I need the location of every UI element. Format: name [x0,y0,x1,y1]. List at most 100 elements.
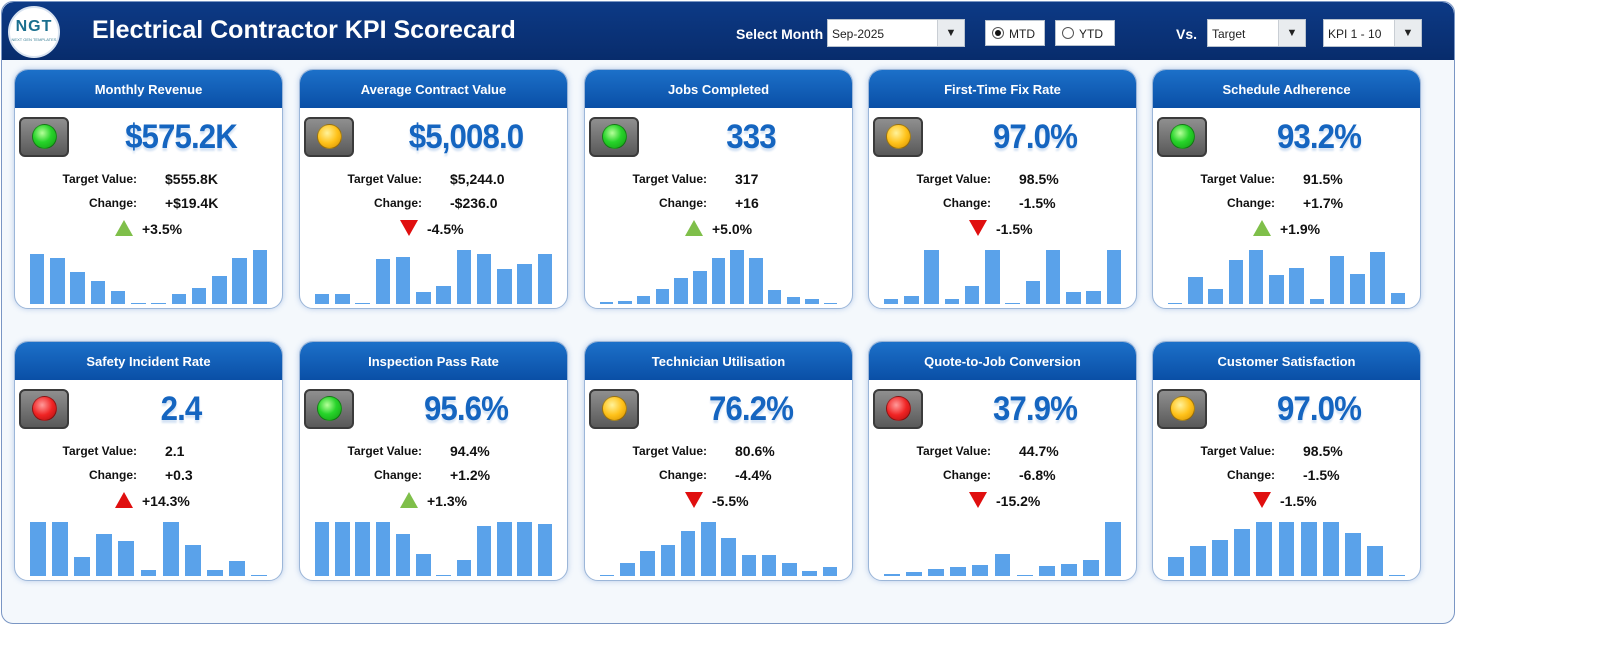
trend-bar [730,250,744,304]
trend-bar [1060,563,1077,576]
trend-bar [741,555,757,576]
up-arrow-icon [685,220,703,236]
trend-bar [456,250,472,304]
trend-bar [436,574,451,576]
chevron-down-icon[interactable]: ▼ [1278,20,1305,46]
down-arrow-icon [400,220,418,236]
kpi-range-dropdown[interactable]: KPI 1 - 10 ▼ [1323,19,1422,47]
trend-bar [1344,532,1361,576]
change-percent: +5.0% [712,221,753,237]
trend-bar [395,533,411,576]
ytd-radio[interactable]: YTD [1055,20,1115,46]
change-value: -1.5% [1303,467,1340,483]
change-label: Change: [374,196,422,210]
radio-selected-icon[interactable] [992,27,1004,39]
traffic-light-icon [1157,389,1207,429]
target-value: 2.1 [165,443,185,459]
trend-chart [312,520,555,576]
radio-unselected-icon[interactable] [1062,27,1074,39]
status-red-icon [32,396,57,421]
trend-bar [618,300,632,304]
down-arrow-icon [969,220,987,236]
up-arrow-icon [115,492,133,508]
trend-bar [1370,252,1385,304]
trend-bar [1082,559,1099,576]
trend-bar [251,574,267,576]
mtd-label: MTD [1009,27,1035,41]
mtd-radio[interactable]: MTD [985,20,1045,46]
trend-bar [1269,274,1284,304]
kpi-title: Customer Satisfaction [1153,342,1420,380]
trend-bar [50,258,65,304]
dashboard-frame: NGT NEXT GEN TEMPLATES Electrical Contra… [1,1,1455,624]
trend-bar [721,538,736,576]
chevron-down-icon[interactable]: ▼ [1394,20,1421,46]
traffic-light-icon [304,117,354,157]
change-label: Change: [89,468,137,482]
trend-bar [30,522,46,576]
trend-bar [1329,255,1345,304]
kpi-value: $5,008.0 [408,118,524,156]
trend-bar [1256,522,1273,576]
traffic-light-icon [873,389,923,429]
trend-bar [375,522,391,576]
trend-bar [749,258,763,304]
change-percent: +1.3% [427,493,468,509]
trend-bar [476,525,492,576]
kpi-value: 97.0% [1276,390,1362,428]
traffic-light-icon [19,117,69,157]
trend-bar [228,561,245,576]
trend-bar [972,564,989,576]
target-value: 44.7% [1019,443,1059,459]
month-dropdown[interactable]: Sep-2025 ▼ [827,19,965,47]
kpi-title: Technician Utilisation [585,342,852,380]
trend-bar [1190,546,1207,576]
kpi-card: Jobs Completed 333 Target Value: 317 Change:… [584,69,853,309]
kpi-card: Safety Incident Rate 2.4 Target Value: 2.1 C… [14,341,283,581]
compare-value: Target [1212,27,1246,41]
trend-bar [497,522,512,576]
trend-bar [70,271,85,304]
trend-bar [1300,522,1317,576]
trend-bar [191,287,207,304]
trend-chart [597,248,840,304]
target-value: $555.8K [165,171,218,187]
trend-bar [680,531,696,576]
change-label: Change: [1227,468,1275,482]
kpi-card: Average Contract Value $5,008.0 Target Val… [299,69,568,309]
kpi-title: Safety Incident Rate [15,342,282,380]
traffic-light-icon [1157,117,1207,157]
target-value: 91.5% [1303,171,1343,187]
status-amber-icon [886,124,911,149]
trend-bar [1106,250,1122,304]
target-label: Target Value: [62,444,137,458]
trend-bar [674,278,688,304]
trend-bar [599,301,614,304]
compare-dropdown[interactable]: Target ▼ [1207,19,1306,47]
traffic-light-icon [873,117,923,157]
trend-bar [537,524,553,576]
trend-bar [184,544,201,576]
trend-bar [131,302,146,304]
trend-bar [1025,281,1041,304]
status-amber-icon [317,124,342,149]
change-percent: -15.2% [996,493,1041,509]
up-arrow-icon [115,220,133,236]
trend-bar [171,293,187,304]
kpi-value: 2.4 [160,390,203,428]
change-percent: +3.5% [142,221,183,237]
trend-bar [1248,250,1264,304]
chevron-down-icon[interactable]: ▼ [937,20,964,46]
target-label: Target Value: [1200,444,1275,458]
trend-bar [497,268,512,304]
status-green-icon [32,124,57,149]
trend-bar [29,253,45,304]
trend-bar [206,569,223,576]
target-label: Target Value: [916,172,991,186]
target-label: Target Value: [347,444,422,458]
trend-bar [335,293,350,304]
trend-chart [1165,248,1408,304]
change-percent: -1.5% [1280,493,1317,509]
trend-bar [883,298,899,304]
traffic-light-icon [589,117,639,157]
